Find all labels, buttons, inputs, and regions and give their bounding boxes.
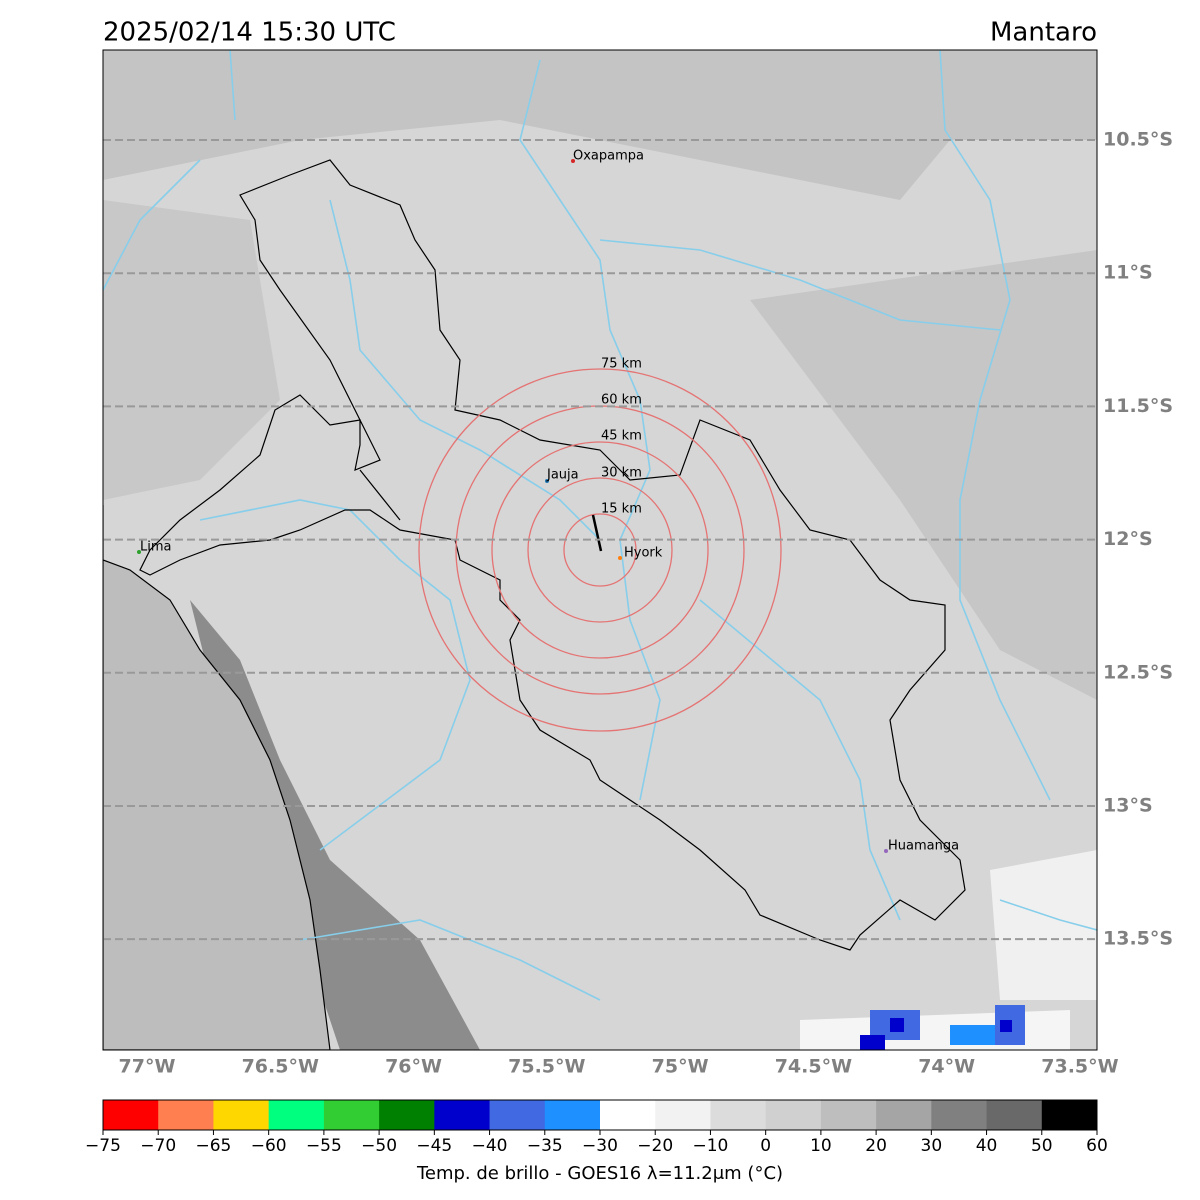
lat-tick-label: 12.5°S [1103, 661, 1173, 683]
gridlines [103, 139, 1097, 941]
colorbar-segment [710, 1100, 767, 1130]
city-marker [884, 849, 888, 853]
colorbar-tick-label: −65 [195, 1136, 231, 1156]
lon-tick-label: 74°W [918, 1056, 975, 1078]
region-title: Mantaro [990, 18, 1097, 48]
lat-tick-label: 10.5°S [1103, 129, 1173, 151]
colorbar-tick-label: −35 [527, 1136, 563, 1156]
city-label: Lima [140, 540, 171, 555]
colorbar-tick-label: −10 [692, 1136, 728, 1156]
colorbar-tick-label: −60 [251, 1136, 287, 1156]
cloud-field [103, 200, 280, 500]
colorbar-segment [379, 1100, 435, 1130]
colorbar-tick-label: −30 [582, 1136, 618, 1156]
lon-tick-label: 75°W [652, 1056, 709, 1078]
lat-tick-label: 11.5°S [1103, 395, 1173, 417]
city-label: Hyork [624, 546, 663, 561]
colorbar-segment [1041, 1100, 1098, 1130]
lon-tick-label: 76°W [385, 1056, 442, 1078]
basin-outline [139, 159, 966, 951]
colorbar-tick-label: −70 [140, 1136, 176, 1156]
lat-tick-label: 13.5°S [1103, 928, 1173, 950]
colorbar-segment [655, 1100, 711, 1130]
colorbar-tick-label: 10 [810, 1136, 832, 1156]
lat-tick-label: 13°S [1103, 794, 1153, 816]
lon-tick-label: 76.5°W [242, 1056, 319, 1078]
colorbar-segment [600, 1100, 656, 1130]
colorbar-segment [323, 1100, 380, 1130]
colorbar-segment [434, 1100, 491, 1130]
colorbar-tick-label: −40 [472, 1136, 508, 1156]
colorbar-segment [986, 1100, 1043, 1130]
lon-tick-label: 75.5°W [508, 1056, 585, 1078]
colorbar-segment [103, 1100, 159, 1130]
colorbar-tick-label: 60 [1086, 1136, 1108, 1156]
colorbar-segment [213, 1100, 270, 1130]
city-marker [137, 550, 141, 554]
colorbar-tick-label: −50 [361, 1136, 397, 1156]
ring-labels: 15 km 30 km 45 km 60 km 75 km [601, 357, 642, 517]
colorbar-tick-label: 0 [760, 1136, 771, 1156]
colorbar-segment [489, 1100, 546, 1130]
colorbar-segment [931, 1100, 988, 1130]
colorbar-segment [765, 1100, 822, 1130]
lon-tick-label: 74.5°W [775, 1056, 852, 1078]
colorbar-tick-label: 20 [865, 1136, 887, 1156]
lon-tick-label: 77°W [119, 1056, 176, 1078]
colorbar-segment [158, 1100, 214, 1130]
colorbar-tick-label: 40 [976, 1136, 998, 1156]
colorbar-tick-label: −45 [416, 1136, 452, 1156]
cloud-field [103, 50, 1097, 200]
colorbar-tick-label: 50 [1031, 1136, 1053, 1156]
warm-surface [190, 600, 480, 1050]
city-marker [571, 159, 575, 163]
city-marker [545, 479, 549, 483]
map: 15 km 30 km 45 km 60 km 75 km Oxapampa J… [103, 50, 1097, 1050]
colorbar-segment [876, 1100, 932, 1130]
city-marker [618, 556, 622, 560]
lon-tick-label: 73.5°W [1041, 1056, 1118, 1078]
ring-label: 45 km [601, 429, 642, 444]
colorbar-label: Temp. de brillo - GOES16 λ=11.2μm (°C) [416, 1163, 783, 1184]
city-label: Oxapampa [573, 149, 644, 164]
colorbar-segment [268, 1100, 325, 1130]
colorbar-tick-label: −20 [637, 1136, 673, 1156]
title: 2025/02/14 15:30 UTC [103, 18, 396, 48]
colorbar: −75 −70 −65 −60 −55 −50 −45 −40 −35 −30 −20 −10 0 10 2… [85, 1099, 1108, 1156]
lat-tick-label: 12°S [1103, 528, 1153, 550]
ring-label: 15 km [601, 502, 642, 517]
colorbar-tick-label: −75 [85, 1136, 121, 1156]
ring-label: 30 km [601, 466, 642, 481]
ocean [103, 505, 331, 1050]
axis-ticks: 10.5°S 11°S 11.5°S 12°S 12.5°S 13°S 13.5°S 77°W… [119, 129, 1174, 1078]
ring-label: 60 km [601, 393, 642, 408]
colorbar-segment [544, 1100, 601, 1130]
map-frame [102, 49, 1098, 1051]
cloud-field [990, 850, 1097, 1000]
cold-cloud [860, 1005, 1025, 1050]
colorbar-tick-label: −55 [306, 1136, 342, 1156]
lat-tick-label: 11°S [1103, 262, 1153, 284]
wind-vector [591, 514, 603, 552]
colorbar-tick-label: 30 [921, 1136, 943, 1156]
city-label: Jauja [546, 468, 579, 483]
cities: Oxapampa Jauja Hyork Lima Huamanga [137, 149, 959, 854]
ring-label: 75 km [601, 357, 642, 372]
colorbar-segment [820, 1100, 877, 1130]
city-label: Huamanga [888, 839, 959, 854]
cloud-field [750, 250, 1097, 700]
